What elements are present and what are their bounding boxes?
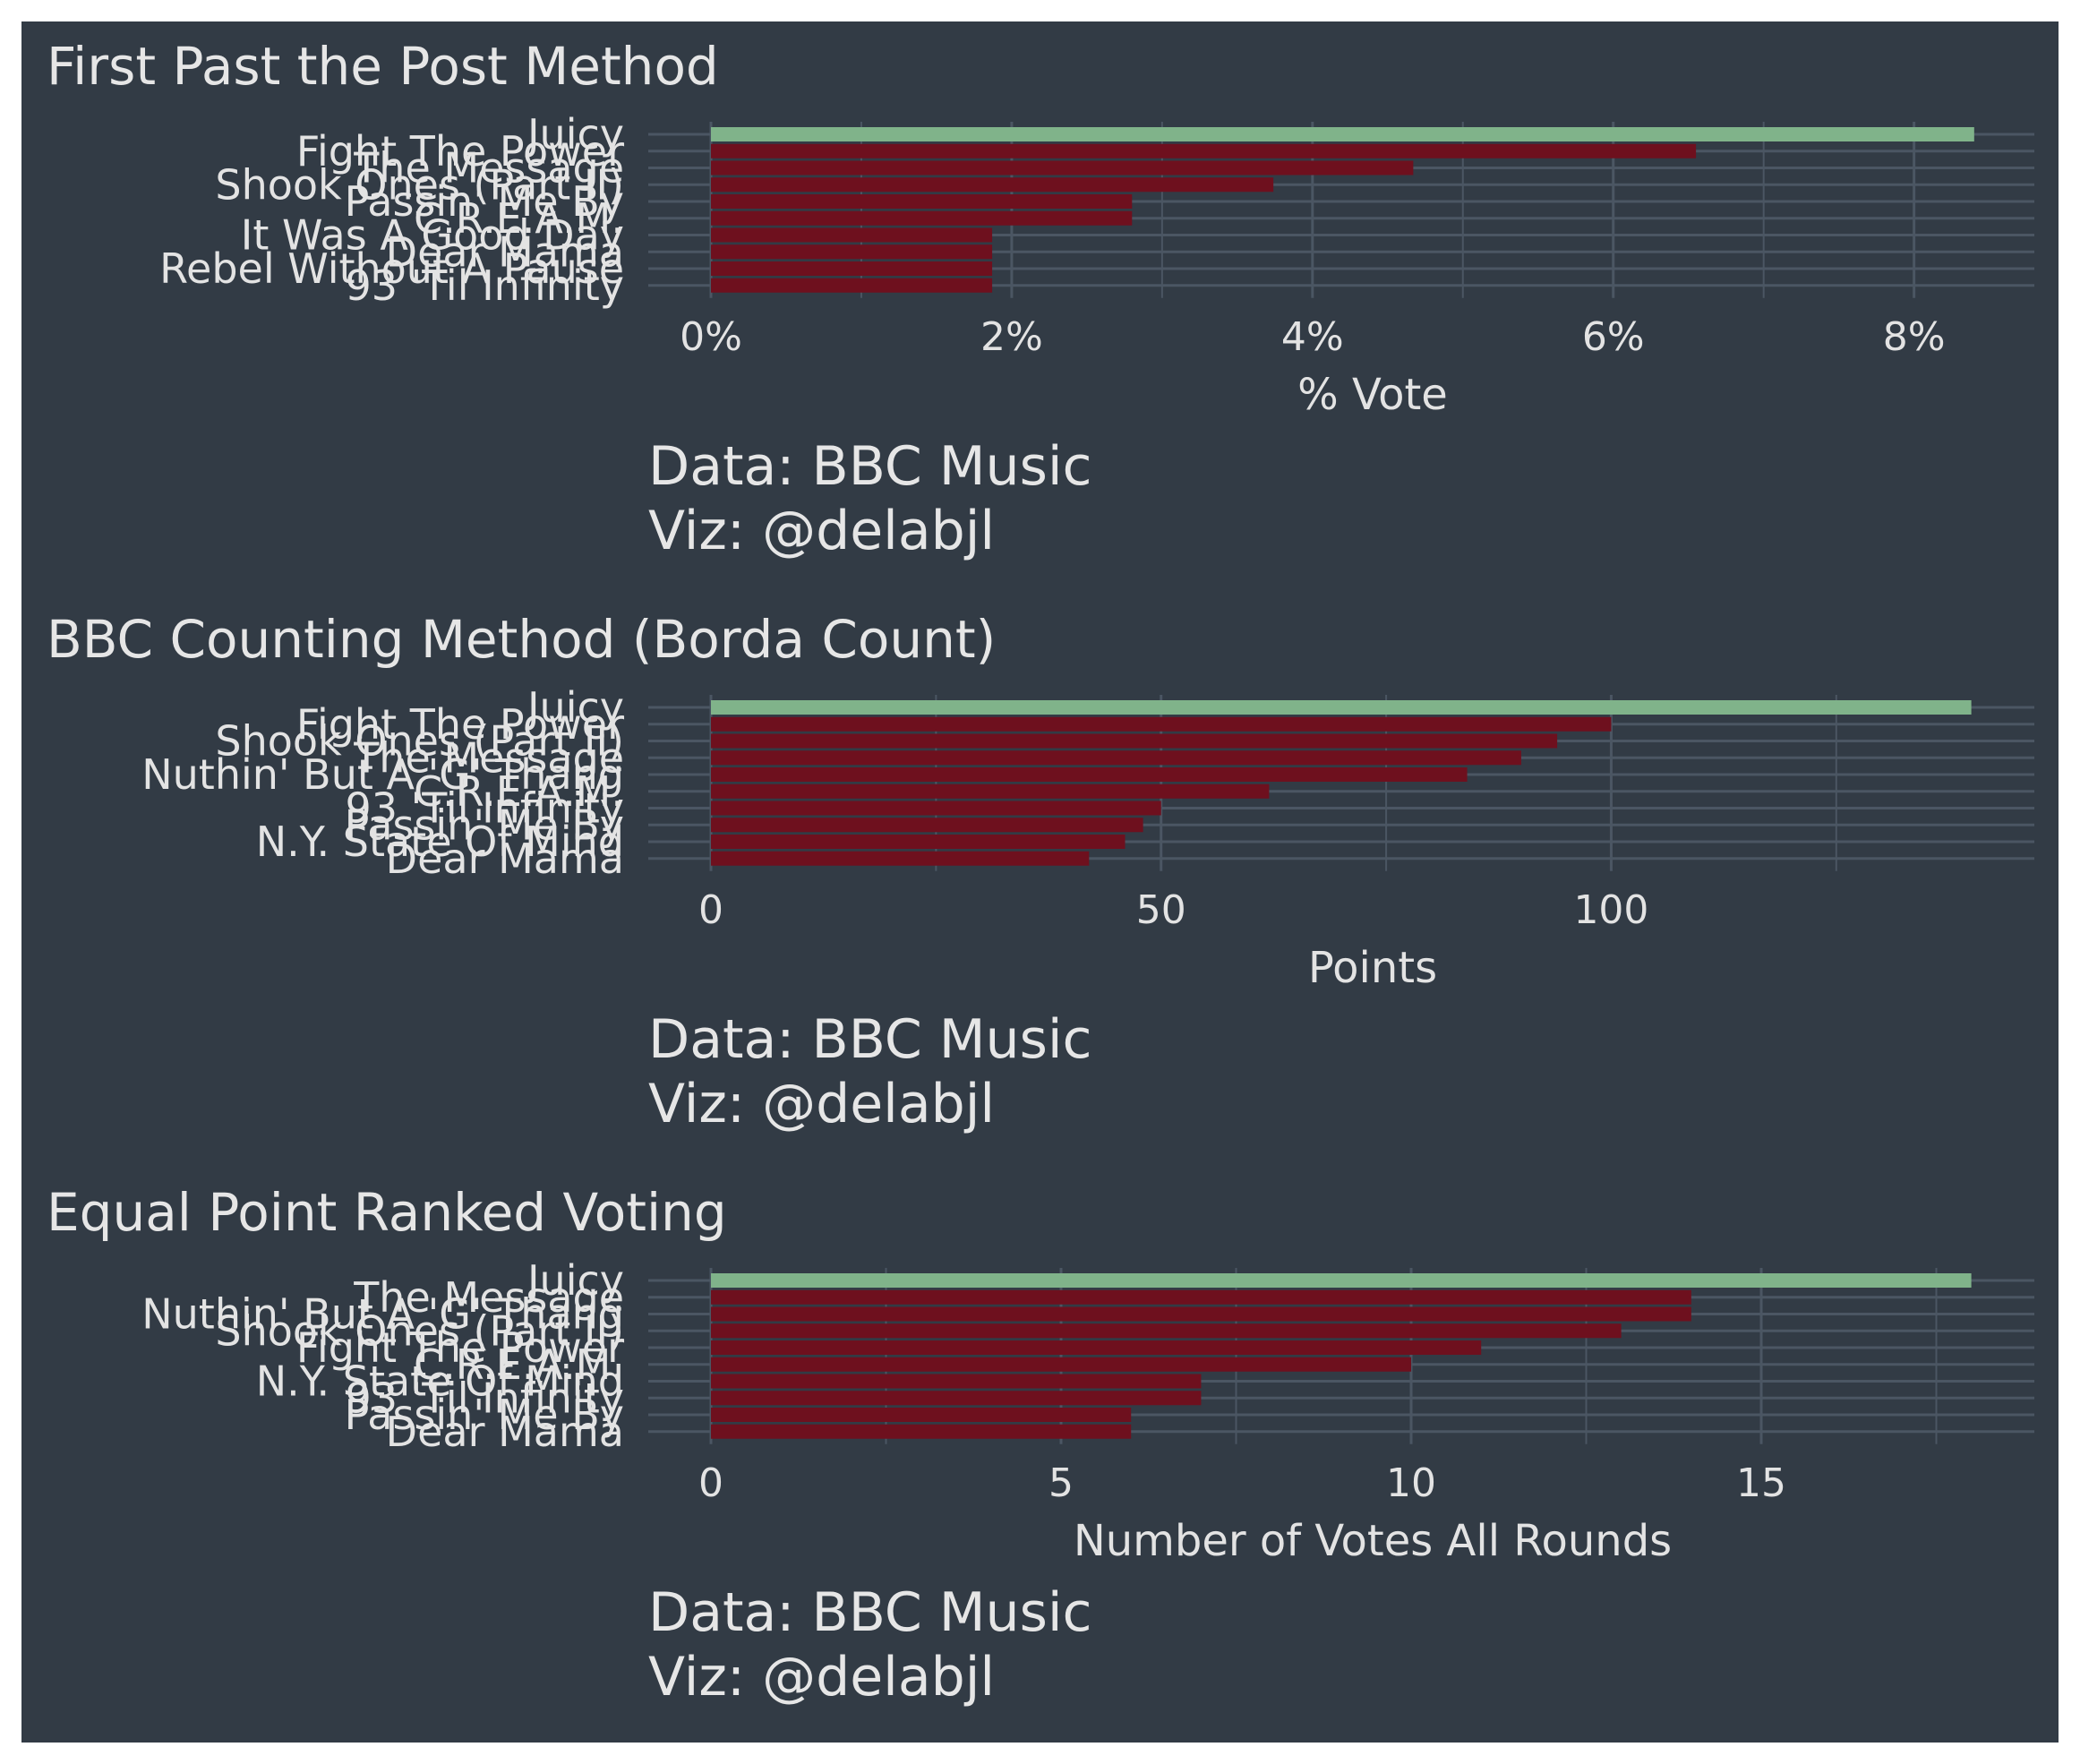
caption-line: Data: BBC Music bbox=[648, 435, 1092, 498]
x-tick-label: 100 bbox=[1573, 887, 1648, 933]
x-axis-title: Number of Votes All Rounds bbox=[1074, 1516, 1672, 1566]
bar bbox=[711, 750, 1521, 766]
category-label: C.R.E.A.M. bbox=[414, 194, 624, 243]
category-label: Rebel Without A Pause bbox=[159, 244, 624, 293]
category-label: Juicy bbox=[525, 110, 624, 158]
category-label: The Message bbox=[353, 733, 624, 782]
bar bbox=[711, 716, 1612, 732]
x-tick-label: 0% bbox=[680, 314, 742, 360]
category-label: 93 'Til Infinity bbox=[345, 784, 624, 833]
category-label: C.R.E.A.M. bbox=[414, 1340, 624, 1389]
x-tick-label: 5 bbox=[1049, 1460, 1074, 1506]
bar bbox=[711, 210, 1133, 226]
category-label: Juicy bbox=[525, 683, 624, 732]
category-label: C.R.E.A.M. bbox=[414, 767, 624, 816]
bar bbox=[711, 160, 1414, 176]
bar bbox=[711, 143, 1697, 158]
bar bbox=[711, 1273, 1972, 1288]
x-tick-label: 50 bbox=[1136, 887, 1186, 933]
bar bbox=[711, 1424, 1132, 1439]
category-label: Fight The Power bbox=[296, 127, 624, 176]
bar bbox=[711, 1374, 1202, 1389]
category-label: Passin' Me By bbox=[345, 801, 624, 849]
x-axis-title: Points bbox=[1308, 943, 1437, 993]
bar bbox=[711, 227, 993, 243]
category-label: Juicy bbox=[525, 1256, 624, 1305]
caption-line: Viz: @delabjl bbox=[648, 1073, 995, 1135]
x-tick-label: 15 bbox=[1736, 1460, 1786, 1506]
x-tick-label: 6% bbox=[1582, 314, 1645, 360]
bar bbox=[711, 733, 1558, 749]
bar bbox=[711, 700, 1972, 715]
category-label: Fight The Power bbox=[296, 700, 624, 749]
bar bbox=[711, 278, 993, 293]
category-label: Nuthin' But A 'G' Thang bbox=[141, 750, 624, 799]
bar bbox=[711, 1408, 1132, 1422]
category-label: 93 'Til Infinity bbox=[345, 261, 624, 310]
category-label: Dear Mama bbox=[386, 227, 624, 276]
chart-panel-2: BBC Counting Method (Borda Count) JuicyFi… bbox=[47, 609, 2034, 1135]
chart-title: Equal Point Ranked Voting bbox=[47, 1182, 727, 1243]
x-tick-label: 0 bbox=[698, 887, 723, 933]
bar bbox=[711, 1323, 1622, 1339]
bar bbox=[711, 1306, 1691, 1322]
bar bbox=[711, 244, 993, 260]
caption-line: Viz: @delabjl bbox=[648, 1646, 995, 1708]
category-label: Shook Ones (Part II) bbox=[215, 160, 624, 209]
x-tick-label: 4% bbox=[1281, 314, 1344, 360]
bar bbox=[711, 851, 1090, 866]
chart-title: BBC Counting Method (Borda Count) bbox=[47, 609, 996, 670]
x-axis-title: % Vote bbox=[1297, 370, 1448, 420]
category-label: Passin' Me By bbox=[345, 177, 624, 226]
x-tick-label: 8% bbox=[1883, 314, 1946, 360]
category-label: N.Y. State Of Mind bbox=[256, 818, 624, 866]
bar bbox=[711, 818, 1143, 833]
category-label: Dear Mama bbox=[386, 835, 624, 883]
category-label: Shook Ones (Part II) bbox=[215, 717, 624, 766]
bar bbox=[711, 127, 1974, 141]
category-label: Nuthin' But A 'G' Thang bbox=[141, 1290, 624, 1339]
category-label: The Message bbox=[353, 1273, 624, 1322]
bar bbox=[711, 767, 1468, 782]
category-label: N.Y. State Of Mind bbox=[256, 1357, 624, 1406]
bar bbox=[711, 1391, 1202, 1406]
bar bbox=[711, 835, 1126, 849]
category-label: Dear Mama bbox=[386, 1408, 624, 1456]
x-tick-label: 2% bbox=[980, 314, 1043, 360]
category-label: Fight The Power bbox=[296, 1323, 624, 1372]
bar bbox=[711, 784, 1270, 799]
bar bbox=[711, 801, 1161, 816]
caption-line: Viz: @delabjl bbox=[648, 500, 995, 562]
bar bbox=[711, 177, 1274, 193]
category-label: Passin' Me By bbox=[345, 1391, 624, 1439]
category-label: The Message bbox=[353, 144, 624, 193]
caption-line: Data: BBC Music bbox=[648, 1581, 1092, 1644]
bar bbox=[711, 1289, 1691, 1305]
bar bbox=[711, 1357, 1412, 1372]
x-tick-label: 10 bbox=[1386, 1460, 1436, 1506]
chart-title: First Past the Post Method bbox=[47, 36, 719, 97]
category-label: It Was A Good Day bbox=[241, 211, 624, 260]
bar bbox=[711, 1340, 1482, 1355]
chart-figure: First Past the Post Method Juicy Fight The… bbox=[21, 21, 2059, 1743]
category-label: 93 'Til Infinity bbox=[345, 1374, 624, 1422]
category-label: Shook Ones (Part II) bbox=[215, 1306, 624, 1355]
x-tick-label: 0 bbox=[698, 1460, 723, 1506]
bar bbox=[711, 194, 1133, 209]
bar bbox=[711, 261, 993, 276]
caption-line: Data: BBC Music bbox=[648, 1008, 1092, 1071]
